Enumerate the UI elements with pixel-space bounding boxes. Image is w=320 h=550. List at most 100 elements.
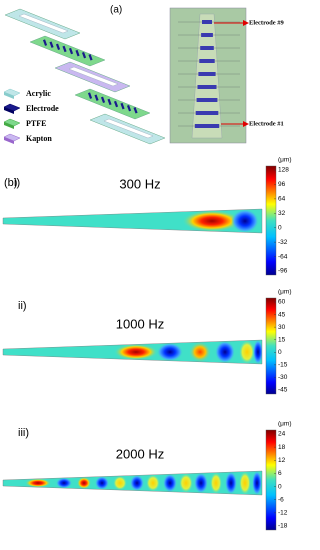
callout-label: Electrode #1 [249, 120, 284, 127]
deflection-blob [25, 478, 51, 488]
legend-label: PTFE [26, 119, 46, 128]
deflection-blob [253, 340, 262, 364]
electrode [133, 107, 138, 114]
electrode [126, 105, 132, 112]
colorbar-tick-label: -18 [278, 523, 288, 530]
mode-shape [25, 471, 262, 495]
colorbar-tick-label: 18 [278, 444, 286, 451]
deflection-blob [95, 476, 109, 490]
colorbar-tick-label: 0 [278, 224, 282, 231]
colorbar-tick-label: 128 [278, 167, 289, 174]
mode-shape [182, 209, 259, 233]
legend-label: Kapton [26, 134, 52, 143]
electrode [197, 85, 217, 89]
legend-label: Acrylic [26, 89, 51, 98]
electrode [94, 94, 99, 101]
colorbar-tick-label: 60 [278, 299, 286, 306]
beam-outline [2, 339, 263, 365]
plot-title: 2000 Hz [116, 446, 164, 461]
electrode [196, 98, 218, 102]
deflection-blob [239, 340, 255, 364]
deflection-blob [215, 340, 235, 364]
colorbar-unit: (μm) [278, 157, 292, 164]
electrode [100, 96, 106, 104]
layer-hole [18, 13, 69, 34]
electrode [81, 52, 87, 59]
figure: (a) Electrode #9 Electrode #1 Acrylic Ele… [2, 5, 292, 531]
electrode [55, 43, 61, 51]
colorbar [265, 165, 277, 276]
deflection-blob [130, 474, 144, 492]
deflection-blob [182, 210, 242, 232]
colorbar-tick-label: -12 [278, 510, 288, 517]
colorbar-unit: (μm) [278, 421, 292, 428]
colorbar-tick-label: -45 [278, 387, 288, 394]
beam-outline [2, 470, 263, 496]
colorbar [265, 297, 277, 395]
colorbar-tick-label: 24 [278, 431, 286, 438]
deflection-blob [252, 471, 262, 495]
layer-hole [68, 66, 119, 87]
colorbar-tick-label: 0 [278, 349, 282, 356]
legend-swatch [3, 103, 21, 112]
electrode [120, 102, 125, 110]
electrode [194, 124, 220, 128]
photo [169, 7, 247, 144]
deflection-blob [179, 473, 193, 493]
colorbar-tick-label: -32 [278, 239, 288, 246]
electrode [75, 49, 80, 57]
colorbar-tick-label: 96 [278, 181, 286, 188]
legend-label: Electrode [26, 104, 59, 113]
legend: Acrylic Electrode PTFE Kapton [3, 88, 59, 144]
plot-label: i) [14, 177, 20, 189]
deflection-blob [56, 477, 72, 489]
plot-title: 1000 Hz [116, 316, 164, 331]
electrode [42, 39, 48, 46]
panel-label: (a) [110, 5, 122, 16]
legend-swatch [3, 118, 21, 127]
deflection-blob [77, 476, 91, 490]
deflection-blob [225, 471, 237, 495]
colorbar-tick-label: -96 [278, 268, 288, 275]
legend-swatch-side [4, 92, 14, 99]
electrode [199, 59, 215, 63]
deflection-blob [146, 474, 160, 492]
colorbar-tick-label: -6 [278, 496, 284, 503]
electrode [87, 92, 93, 99]
electrode [62, 45, 67, 53]
colorbar-tick-label: 64 [278, 196, 286, 203]
colorbar-tick-label: 45 [278, 311, 286, 318]
colorbar-tick-label: -64 [278, 253, 288, 260]
colorbar-tick-label: 32 [278, 210, 286, 217]
legend-swatch [3, 88, 21, 97]
colorbar-tick-label: -30 [278, 374, 288, 381]
colorbar-tick-label: -15 [278, 362, 288, 369]
deflection-blob [114, 343, 158, 361]
colorbar-tick-label: 6 [278, 470, 282, 477]
exploded-view [4, 8, 166, 145]
electrode [200, 46, 214, 50]
colorbar [265, 429, 277, 531]
colorbar-tick-label: 12 [278, 457, 286, 464]
beam-outline [2, 208, 263, 234]
deflection-blob [231, 209, 259, 233]
legend-swatch-side [4, 122, 14, 129]
colorbar-tick-label: 30 [278, 324, 286, 331]
electrode [198, 72, 216, 76]
deflection-blob [194, 472, 208, 494]
deflection-blob [239, 471, 251, 495]
legend-swatch-side [4, 137, 14, 144]
colorbar-unit: (μm) [278, 289, 292, 296]
simulation-plots: i) 300 Hz (μm) 128 96 64 32 0 -32 -64 -96 ii) 1000 H… [2, 157, 292, 531]
electrode [201, 33, 213, 37]
colorbar-tick-label: 0 [278, 483, 282, 490]
plot-title: 300 Hz [119, 176, 160, 191]
electrode [195, 111, 219, 115]
plot-label: iii) [18, 427, 29, 439]
panel-label: (b) [4, 177, 17, 189]
electrode [49, 41, 54, 48]
layer [74, 88, 151, 120]
plot-label: ii) [18, 300, 27, 312]
deflection-blob [210, 472, 222, 494]
callout-label: Electrode #9 [249, 19, 284, 26]
